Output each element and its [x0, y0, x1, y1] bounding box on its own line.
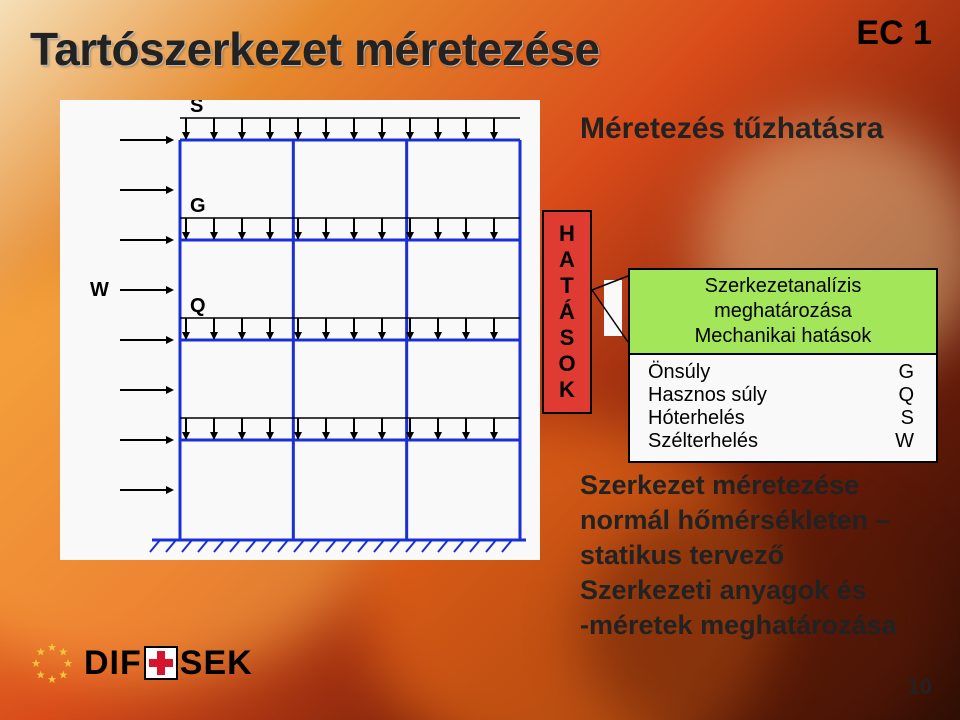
loads-header-line1: Szerkezetanalízis meghatározása	[636, 274, 930, 324]
ec-label: EC 1	[856, 14, 932, 53]
page-number: 10	[908, 674, 932, 700]
svg-text:★: ★	[47, 642, 57, 654]
logo-word: DIF SEK	[84, 644, 253, 683]
hatasok-letter: T	[560, 275, 573, 297]
logo-cross-icon	[144, 646, 178, 680]
load-name: Hasznos súly	[648, 384, 767, 407]
svg-text:S: S	[190, 100, 203, 117]
logo: ★★★★★★★★ DIF SEK	[26, 642, 253, 684]
bottom-text: Szerkezet méretezése normál hőmérséklete…	[580, 468, 940, 643]
loads-row: Hasznos súly Q	[648, 384, 924, 407]
bottom-text-line: Szerkezet méretezése	[580, 468, 940, 503]
loads-box-body: ÖnsúlyGHasznos súlyQHóterhelésSSzélterhe…	[630, 355, 936, 461]
svg-text:★: ★	[63, 658, 73, 670]
loads-row: Szélterhelés W	[648, 430, 924, 453]
hatasok-letter: O	[558, 353, 575, 375]
bottom-text-line: -méretek meghatározása	[580, 608, 940, 643]
hatasok-letter: Á	[559, 301, 575, 323]
load-name: Hóterhelés	[648, 407, 745, 430]
loads-row: Önsúly G	[648, 361, 924, 384]
load-symbol: Q	[898, 384, 914, 407]
svg-text:★: ★	[36, 669, 46, 681]
load-symbol: S	[901, 407, 914, 430]
svg-text:Q: Q	[190, 295, 206, 317]
panel-edge	[604, 280, 622, 336]
loads-header-line2: Mechanikai hatások	[636, 324, 930, 349]
bottom-text-line: normál hőmérsékleten –	[580, 503, 940, 538]
structure-svg: S G Q W	[60, 100, 540, 560]
svg-text:★: ★	[58, 647, 68, 659]
loads-box-header: Szerkezetanalízis meghatározása Mechanik…	[630, 270, 936, 355]
slide-title: Tartószerkezet méretezése	[30, 22, 600, 76]
svg-text:★: ★	[47, 674, 57, 684]
slide: Tartószerkezet méretezése EC 1 SGQW HATÁ…	[0, 0, 960, 720]
loads-row: Hóterhelés S	[648, 407, 924, 430]
load-name: Szélterhelés	[648, 430, 758, 453]
hatasok-box: HATÁSOK	[542, 210, 592, 414]
eu-stars-icon: ★★★★★★★★	[26, 642, 78, 684]
subtitle: Méretezés tűzhatásra	[580, 112, 883, 146]
bottom-text-line: Szerkezeti anyagok és	[580, 573, 940, 608]
load-name: Önsúly	[648, 361, 710, 384]
hatasok-letter: A	[559, 249, 575, 271]
bottom-text-line: statikus tervező	[580, 538, 940, 573]
svg-text:W: W	[90, 279, 109, 301]
svg-text:★: ★	[31, 658, 41, 670]
svg-text:★: ★	[36, 647, 46, 659]
logo-pre: DIF	[84, 644, 142, 683]
hatasok-letter: S	[560, 327, 575, 349]
loads-box: Szerkezetanalízis meghatározása Mechanik…	[628, 268, 938, 463]
svg-text:G: G	[190, 195, 206, 217]
load-symbol: W	[895, 430, 914, 453]
load-symbol: G	[898, 361, 914, 384]
hatasok-letter: H	[559, 223, 575, 245]
logo-post: SEK	[180, 644, 253, 683]
svg-text:★: ★	[58, 669, 68, 681]
structure-diagram: S G Q W	[60, 100, 540, 560]
hatasok-letter: K	[559, 379, 575, 401]
